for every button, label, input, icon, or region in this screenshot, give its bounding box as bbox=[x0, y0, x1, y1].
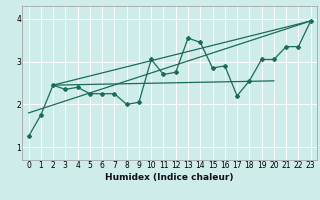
X-axis label: Humidex (Indice chaleur): Humidex (Indice chaleur) bbox=[105, 173, 234, 182]
